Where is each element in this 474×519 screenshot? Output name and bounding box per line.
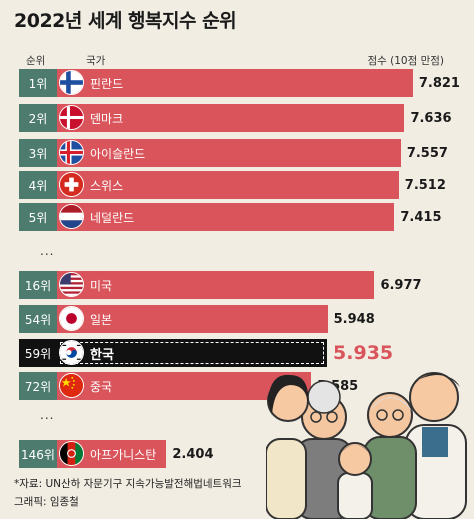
bar-row-iceland: 3위 아이슬란드 7.557 [0,139,474,167]
country-column-header: 국가 [86,55,106,67]
ellipsis-2: ... [40,408,55,422]
value-label-denmark: 7.636 [410,110,452,126]
rank-label-usa: 16위 [19,271,57,299]
iceland-flag-icon [59,140,84,165]
value-label-afghanistan: 2.404 [172,446,214,462]
rank-label-japan: 54위 [19,305,57,333]
country-label-japan: 일본 [90,312,113,327]
rank-label-iceland: 3위 [19,139,57,167]
bar-japan [57,305,328,333]
china-flag-icon [59,373,84,398]
value-label-japan: 5.948 [333,311,375,327]
value-label-usa: 6.977 [380,277,422,293]
rank-label-afghanistan: 146위 [19,440,57,468]
bar-row-afghanistan: 146위 아프가니스탄 2.404 [0,440,474,468]
switzerland-flag-icon [59,172,84,197]
bar-row-netherlands: 5위 네덜란드 7.415 [0,203,474,231]
japan-flag-icon [59,306,84,331]
rank-label-netherlands: 5위 [19,203,57,231]
bar-finland [57,69,413,97]
afghanistan-flag-icon [59,441,84,466]
finland-flag-icon [59,70,84,95]
bar-row-switzerland: 4위 스위스 7.512 [0,171,474,199]
country-label-iceland: 아이슬란드 [90,146,146,161]
bar-row-usa: 16위 미국 6.977 [0,271,474,299]
rank-label-korea: 59위 [19,339,57,367]
family-illustration [266,372,467,519]
rank-label-china: 72위 [19,372,57,400]
bar-row-denmark: 2위 덴마크 7.636 [0,104,474,132]
value-label-finland: 7.821 [418,75,460,91]
score-column-header: 점수 (10점 만점) [367,55,444,67]
bar-row-korea: 59위 한국 5.935 [0,339,474,367]
bar-netherlands [57,203,395,231]
usa-flag-icon [59,272,84,297]
value-label-korea: 5.935 [333,342,394,364]
bar-row-japan: 54위 일본 5.948 [0,305,474,333]
country-label-denmark: 덴마크 [90,111,124,126]
korea-flag-icon [59,340,84,365]
country-label-usa: 미국 [90,278,113,293]
rank-label-denmark: 2위 [19,104,57,132]
rank-label-switzerland: 4위 [19,171,57,199]
bar-switzerland [57,171,399,199]
country-label-china: 중국 [90,379,113,394]
ellipsis-1: ... [40,244,55,258]
country-label-netherlands: 네덜란드 [90,210,135,225]
country-label-finland: 핀란드 [90,76,124,91]
bar-korea [57,339,328,367]
rank-label-finland: 1위 [19,69,57,97]
netherlands-flag-icon [59,204,84,229]
country-label-korea: 한국 [90,347,114,363]
bar-row-finland: 1위 핀란드 7.821 [0,69,474,97]
chart-title: 2022년 세계 행복지수 순위 [14,10,237,32]
value-label-netherlands: 7.415 [400,209,442,225]
rank-column-header: 순위 [26,55,46,67]
value-label-iceland: 7.557 [406,145,448,161]
country-label-afghanistan: 아프가니스탄 [90,447,157,462]
denmark-flag-icon [59,105,84,130]
bar-iceland [57,139,401,167]
bar-denmark [57,104,405,132]
source-note: *자료: UN산하 자문기구 지속가능발전해법네트워크 [14,478,242,490]
bar-usa [57,271,375,299]
value-label-switzerland: 7.512 [404,177,446,193]
graphic-credit: 그래픽: 임종철 [14,496,79,508]
country-label-switzerland: 스위스 [90,178,124,193]
